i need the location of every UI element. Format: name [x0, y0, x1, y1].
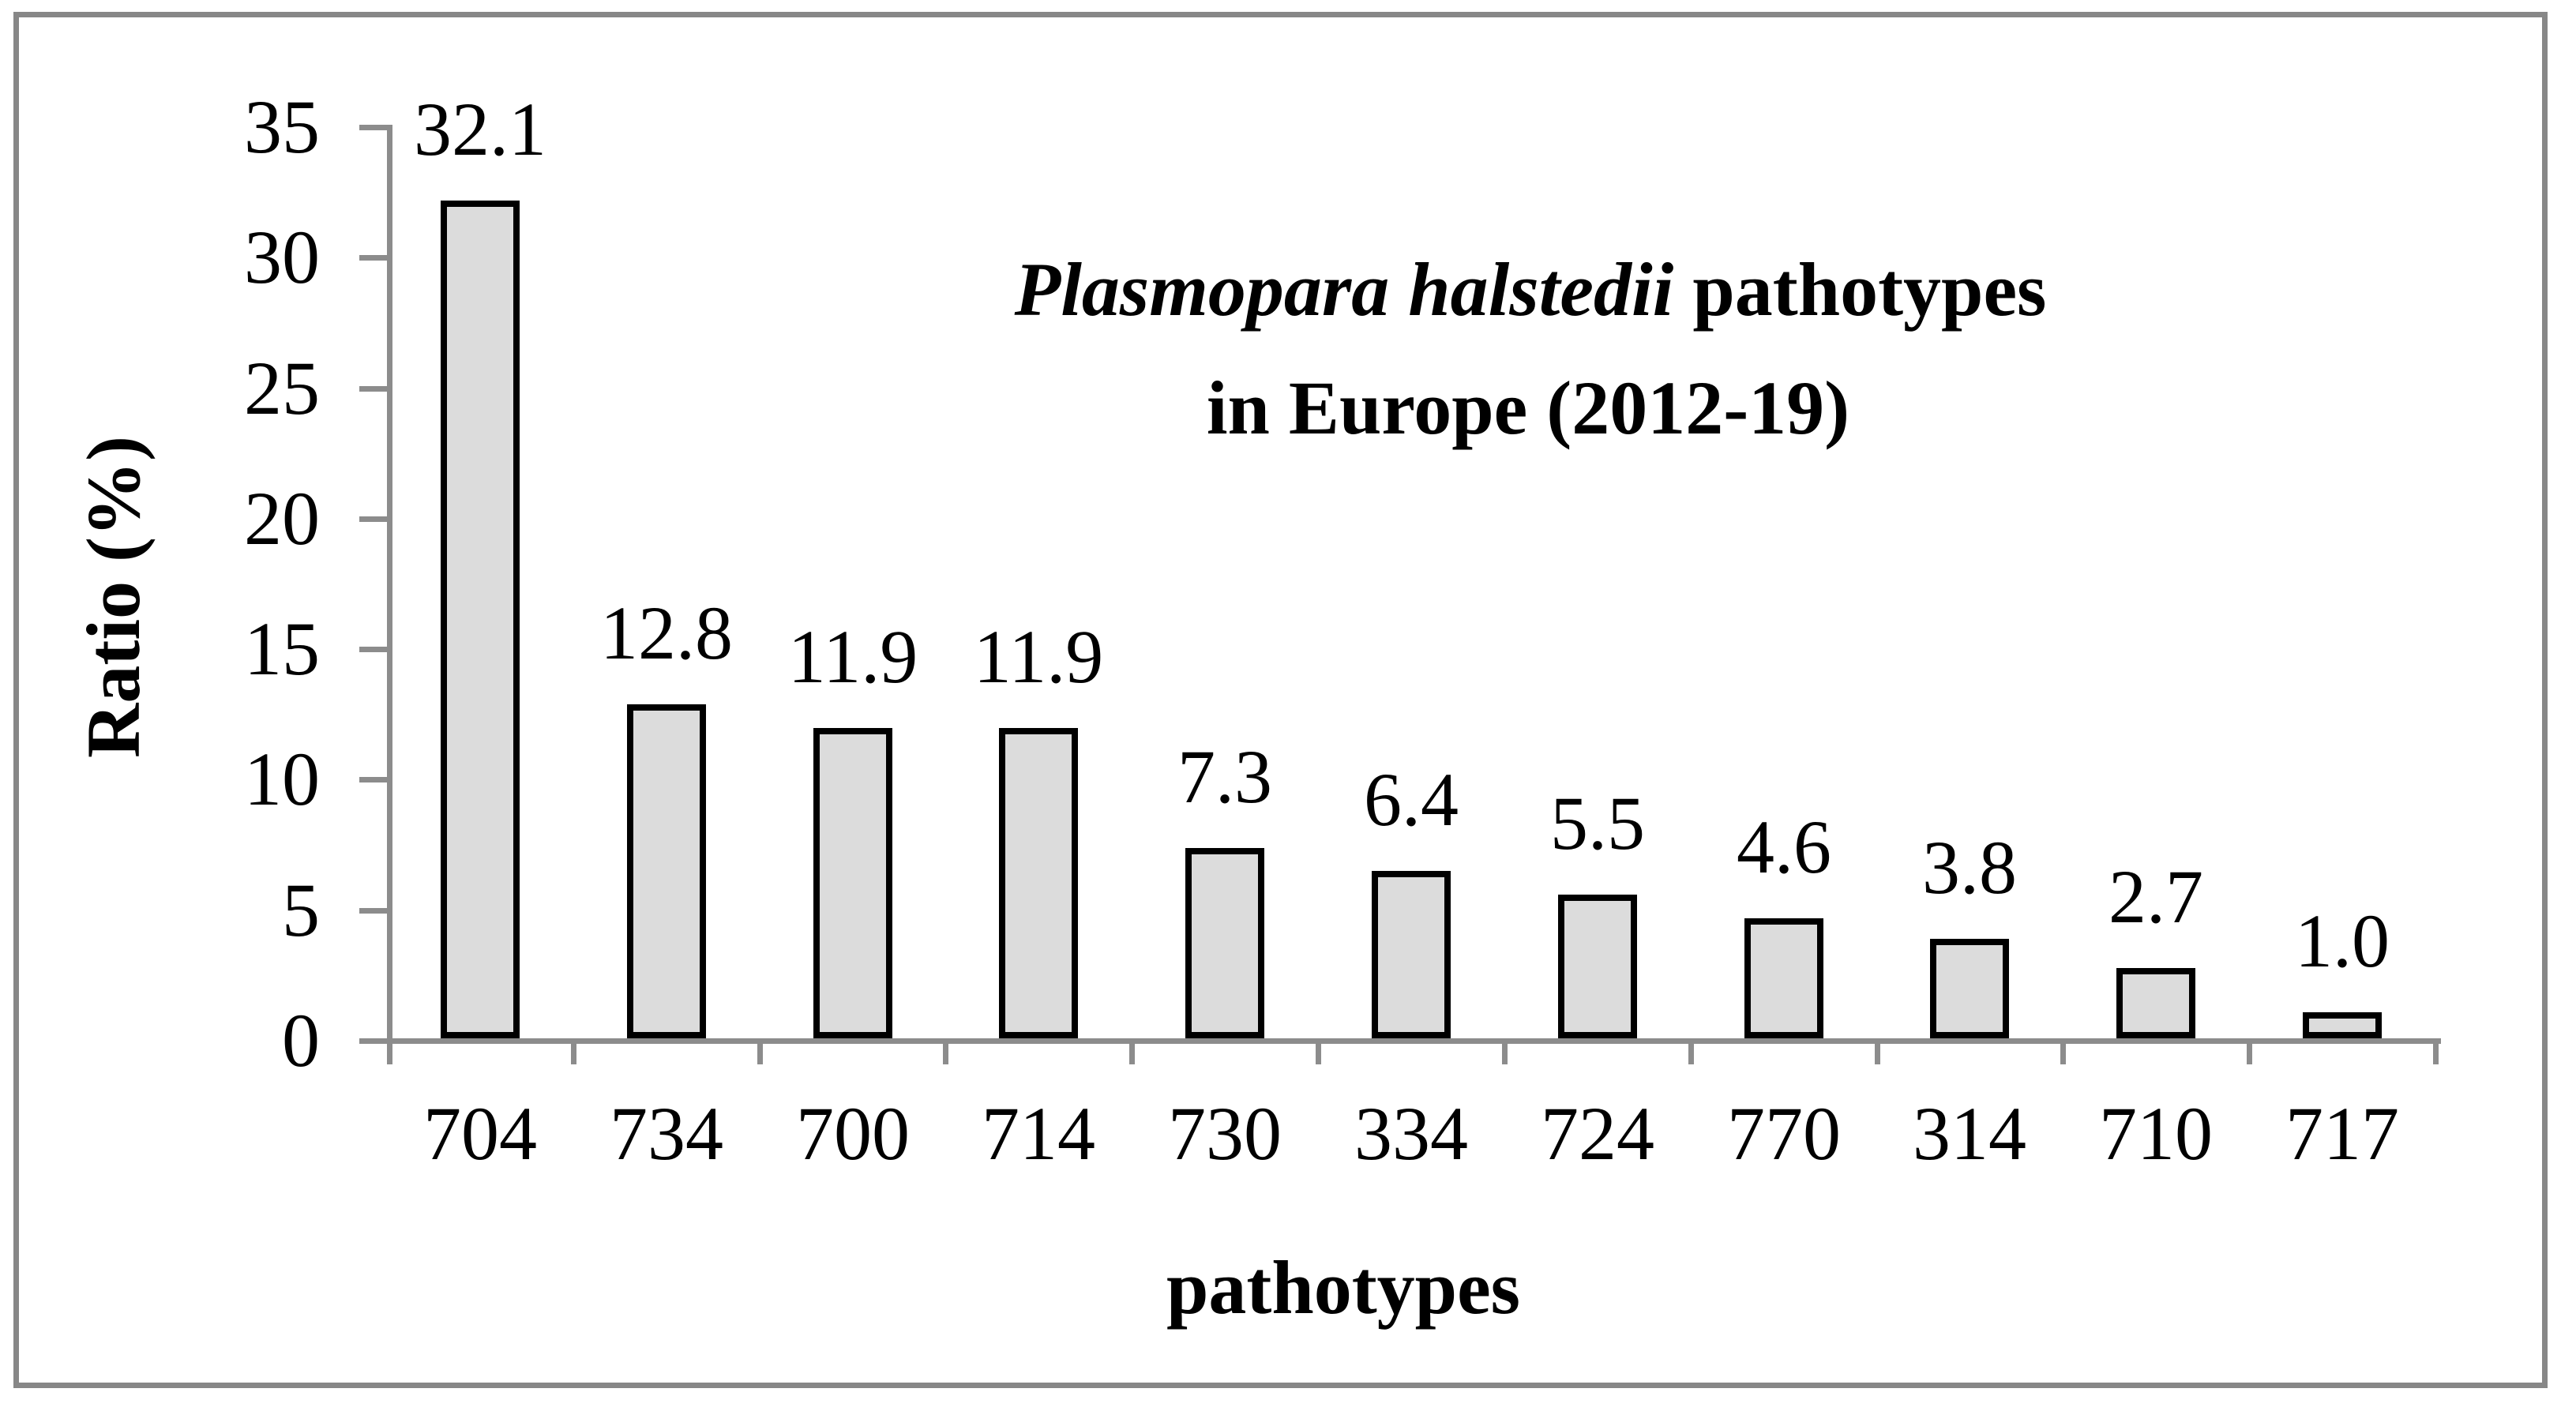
- bar: [627, 704, 706, 1038]
- y-tick-label: 25: [244, 345, 320, 430]
- x-tick-mark: [2247, 1038, 2252, 1064]
- category-label: 710: [2099, 1091, 2213, 1176]
- y-tick-mark: [359, 777, 387, 783]
- x-tick-mark: [1502, 1038, 1508, 1064]
- y-tick-mark: [359, 1038, 387, 1044]
- category-label: 714: [982, 1091, 1095, 1176]
- bar: [1744, 918, 1823, 1038]
- category-label: 314: [1913, 1091, 2026, 1176]
- bar-value-label: 1.0: [2295, 899, 2390, 983]
- bar-value-label: 7.3: [1177, 734, 1272, 819]
- category-label: 700: [796, 1091, 910, 1176]
- x-tick-mark: [2060, 1038, 2066, 1064]
- y-tick-label: 15: [244, 606, 320, 692]
- category-label: 730: [1168, 1091, 1282, 1176]
- y-tick-mark: [359, 385, 387, 392]
- bar: [813, 728, 892, 1038]
- category-label: 704: [423, 1091, 537, 1176]
- bar: [441, 201, 520, 1038]
- bar-value-label: 11.9: [973, 614, 1104, 699]
- bar-value-label: 32.1: [414, 87, 546, 171]
- category-label: 334: [1354, 1091, 1468, 1176]
- y-tick-mark: [359, 516, 387, 522]
- x-tick-mark: [1875, 1038, 1880, 1064]
- bar: [1558, 895, 1637, 1038]
- category-label: 734: [610, 1091, 723, 1176]
- x-tick-mark: [943, 1038, 948, 1064]
- bar-value-label: 3.8: [1922, 825, 2017, 910]
- y-tick-mark: [359, 647, 387, 653]
- y-tick-mark: [359, 907, 387, 914]
- y-tick-label: 35: [244, 84, 320, 169]
- y-tick-mark: [359, 255, 387, 261]
- y-tick-label: 20: [244, 475, 320, 561]
- bar-value-label: 11.9: [787, 614, 918, 699]
- bar: [999, 728, 1078, 1038]
- chart-title-line1: Plasmopara halstedii pathotypes: [1015, 246, 2047, 334]
- y-tick-label: 10: [244, 737, 320, 822]
- bar: [1930, 939, 2009, 1038]
- x-axis-line: [387, 1038, 2441, 1044]
- x-tick-mark: [1688, 1038, 1694, 1064]
- bar-value-label: 12.8: [600, 591, 733, 675]
- bar-value-label: 6.4: [1364, 757, 1459, 842]
- chart-title-species-italic: Plasmopara halstedii: [1014, 247, 1674, 332]
- bar-value-label: 5.5: [1550, 781, 1645, 865]
- bar-value-label: 2.7: [2108, 854, 2203, 939]
- chart-title-line2: in Europe (2012-19): [1206, 366, 1850, 450]
- y-tick-label: 5: [282, 867, 320, 952]
- x-tick-mark: [1129, 1038, 1135, 1064]
- x-axis-title: pathotypes: [1166, 1245, 1521, 1330]
- x-tick-mark: [757, 1038, 763, 1064]
- outer-frame: [13, 12, 2548, 1388]
- category-label: 717: [2285, 1091, 2399, 1176]
- category-label: 770: [1727, 1091, 1841, 1176]
- category-label: 724: [1541, 1091, 1654, 1176]
- x-tick-mark: [2433, 1038, 2439, 1064]
- bar: [1372, 871, 1451, 1038]
- x-tick-mark: [1316, 1038, 1321, 1064]
- bar: [2116, 968, 2195, 1038]
- y-tick-label: 30: [244, 215, 320, 300]
- y-tick-mark: [359, 125, 387, 130]
- y-axis-line: [387, 125, 392, 1064]
- x-tick-mark: [571, 1038, 576, 1064]
- bar: [1185, 848, 1264, 1038]
- bar: [2303, 1012, 2382, 1038]
- bar-value-label: 4.6: [1737, 805, 1831, 889]
- chart-title-line1-rest: pathotypes: [1673, 247, 2047, 332]
- x-tick-mark: [387, 1038, 392, 1064]
- y-tick-label: 0: [282, 998, 320, 1083]
